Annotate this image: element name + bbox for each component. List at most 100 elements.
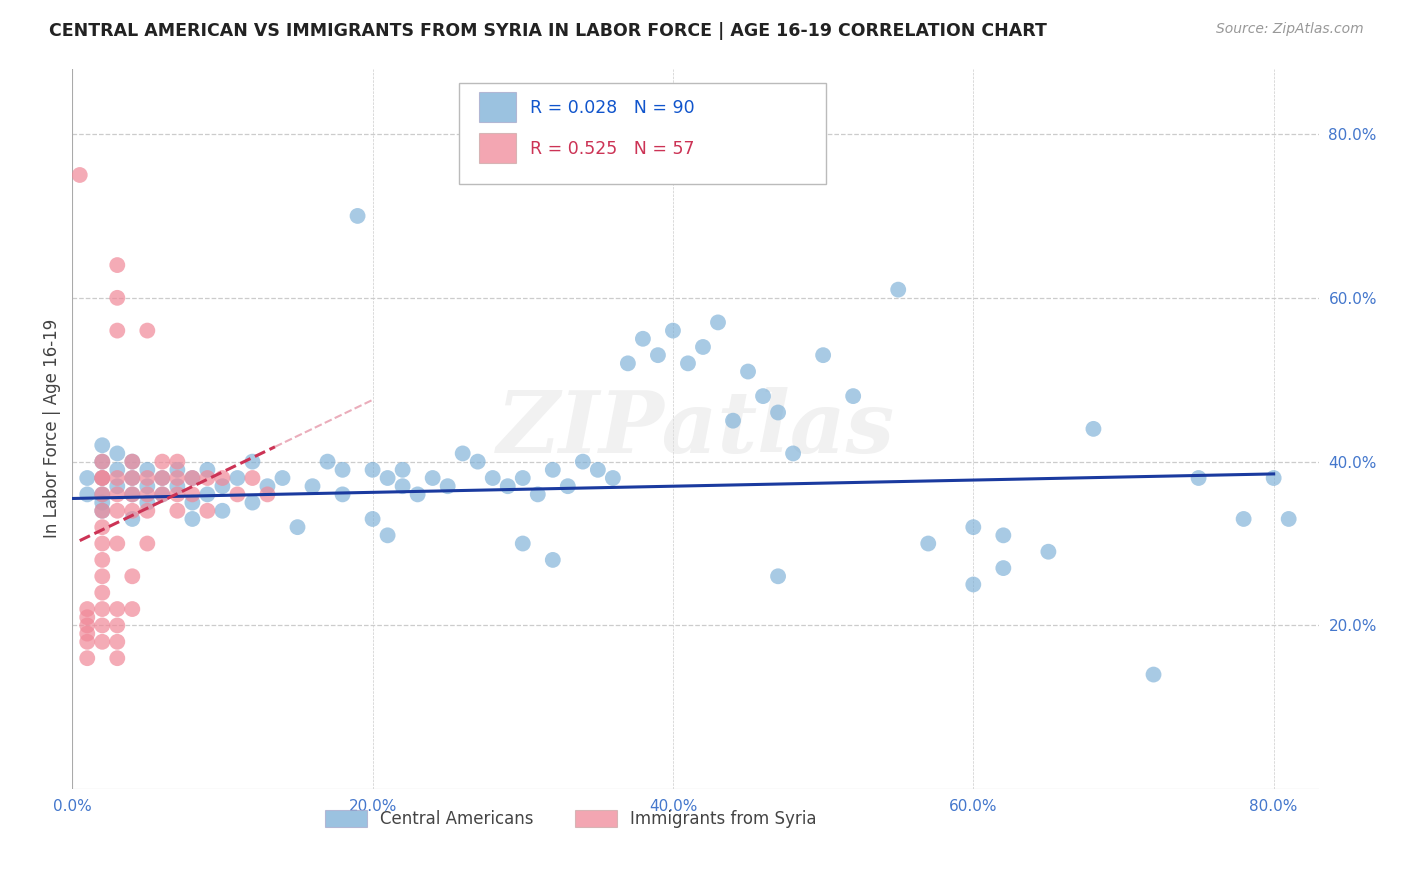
Point (496, 479, 519, 493)
Point (1083, 422, 1105, 436)
Point (647, 348, 669, 362)
Point (121, 471, 143, 485)
Point (166, 504, 188, 518)
Point (150, 487, 173, 501)
Point (91, 553, 114, 567)
Point (136, 504, 159, 518)
Point (150, 455, 173, 469)
Point (721, 414, 744, 428)
Point (136, 479, 159, 493)
Point (166, 479, 188, 493)
Point (782, 446, 804, 460)
Point (121, 487, 143, 501)
Point (541, 463, 564, 477)
Point (181, 487, 204, 501)
Point (76, 487, 98, 501)
Point (121, 504, 143, 518)
Point (1278, 512, 1301, 526)
Point (136, 495, 159, 509)
Point (316, 455, 339, 469)
Point (105, 635, 128, 649)
Point (481, 471, 503, 485)
Point (105, 602, 128, 616)
Point (631, 332, 654, 346)
Point (766, 569, 789, 583)
Point (917, 536, 939, 550)
Point (105, 446, 128, 460)
Point (105, 536, 128, 550)
Point (1187, 471, 1209, 485)
Point (121, 512, 143, 526)
Point (512, 536, 534, 550)
Point (962, 577, 984, 591)
Legend: Central Americans, Immigrants from Syria: Central Americans, Immigrants from Syria (318, 804, 824, 835)
Point (136, 487, 159, 501)
FancyBboxPatch shape (478, 92, 516, 122)
Point (91, 635, 114, 649)
Point (91, 487, 114, 501)
Point (136, 471, 159, 485)
Point (211, 479, 233, 493)
Point (121, 455, 143, 469)
Point (197, 463, 219, 477)
Point (557, 479, 579, 493)
Point (150, 487, 173, 501)
Text: CENTRAL AMERICAN VS IMMIGRANTS FROM SYRIA IN LABOR FORCE | AGE 16-19 CORRELATION: CENTRAL AMERICAN VS IMMIGRANTS FROM SYRI… (49, 22, 1047, 40)
Text: ZIPatlas: ZIPatlas (496, 387, 894, 471)
Point (91, 455, 114, 469)
Point (361, 463, 384, 477)
Point (271, 471, 294, 485)
Point (105, 487, 128, 501)
Point (105, 463, 128, 477)
Point (993, 528, 1015, 542)
Point (150, 471, 173, 485)
Point (377, 471, 399, 485)
Point (617, 356, 640, 370)
Point (766, 405, 789, 419)
Point (121, 487, 143, 501)
Point (1263, 471, 1285, 485)
Point (181, 512, 204, 526)
Point (105, 471, 128, 485)
Point (1038, 545, 1060, 559)
Point (377, 528, 399, 542)
Point (541, 553, 564, 567)
Point (662, 324, 685, 338)
Point (91, 471, 114, 485)
Point (436, 479, 458, 493)
Text: R = 0.525   N = 57: R = 0.525 N = 57 (530, 140, 695, 158)
Point (181, 471, 204, 485)
Point (226, 471, 249, 485)
Point (586, 463, 609, 477)
Point (105, 324, 128, 338)
Point (105, 651, 128, 665)
Point (105, 291, 128, 305)
Point (256, 487, 278, 501)
Point (76, 635, 98, 649)
Point (166, 455, 188, 469)
Point (346, 209, 368, 223)
Point (91, 602, 114, 616)
Point (136, 324, 159, 338)
Point (69, 168, 91, 182)
Point (256, 479, 278, 493)
Point (391, 463, 413, 477)
Point (391, 479, 413, 493)
Point (166, 463, 188, 477)
Point (91, 585, 114, 599)
Point (76, 651, 98, 665)
Point (91, 471, 114, 485)
Point (287, 520, 309, 534)
Point (91, 438, 114, 452)
Point (752, 389, 775, 403)
Point (91, 569, 114, 583)
Point (91, 504, 114, 518)
Point (76, 618, 98, 632)
Point (91, 495, 114, 509)
Point (76, 610, 98, 624)
Point (150, 471, 173, 485)
Point (91, 618, 114, 632)
Point (422, 471, 444, 485)
Point (332, 487, 354, 501)
Point (332, 463, 354, 477)
